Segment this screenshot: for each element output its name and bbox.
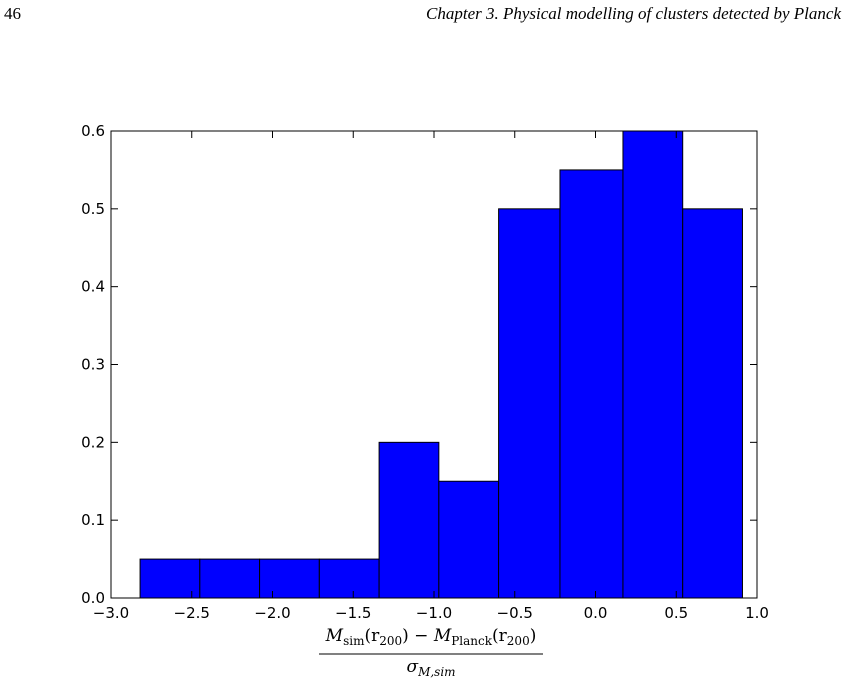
- x-tick-label: 0.0: [584, 604, 608, 622]
- x-tick-label: −1.0: [416, 604, 452, 622]
- histogram-bar: [378, 441, 440, 599]
- xlabel-m1: M: [325, 626, 344, 646]
- xlabel-operator: ) −: [402, 626, 434, 646]
- y-tick-label: 0.2: [81, 433, 105, 451]
- tick-labels-group: −3.0 −2.5 −2.0 −1.5 −1.0 −0.5 0.0 0.5 1.0 0.0 0.1 0…: [81, 122, 769, 622]
- xlabel-m1-arg-sub: 200: [379, 634, 402, 648]
- xlabel-m2-arg-sub: 200: [507, 634, 530, 648]
- y-tick-label: 0.6: [81, 122, 105, 140]
- histogram-bar: [318, 558, 380, 599]
- x-tick-label: −3.0: [93, 604, 129, 622]
- x-tick-label: −0.5: [497, 604, 533, 622]
- x-axis-label-numerator: Msim(r200) − MPlanck(r200): [325, 626, 537, 648]
- xlabel-m2-arg: (r: [492, 626, 508, 646]
- xlabel-sigma-sub: M,sim: [417, 665, 455, 679]
- y-tick-label: 0.1: [81, 511, 105, 529]
- x-axis-label-denominator: σM,sim: [406, 657, 455, 679]
- x-tick-label: −2.5: [174, 604, 210, 622]
- histogram-bar: [139, 558, 201, 599]
- x-tick-label: 1.0: [745, 604, 769, 622]
- y-tick-label: 0.5: [81, 200, 105, 218]
- xlabel-m1-sub: sim: [343, 634, 365, 648]
- x-tick-label: −1.5: [335, 604, 371, 622]
- plot-frame: [110, 130, 758, 599]
- histogram-bar: [199, 558, 261, 599]
- histogram-bar: [559, 169, 624, 599]
- y-tick-label: 0.3: [81, 356, 105, 374]
- histogram-bar: [622, 130, 684, 599]
- bars-group: [139, 130, 743, 599]
- page-number: 46: [4, 4, 21, 23]
- x-tick-label: 0.5: [664, 604, 688, 622]
- y-tick-label: 0.4: [81, 278, 105, 296]
- histogram-bar: [438, 480, 500, 599]
- xlabel-m2-sub: Planck: [451, 634, 493, 648]
- histogram-bar: [682, 208, 743, 599]
- xlabel-m1-arg: (r: [364, 626, 380, 646]
- x-axis-label: Msim(r200) − MPlanck(r200) σM,sim: [319, 626, 543, 679]
- xlabel-m2: M: [433, 626, 452, 646]
- x-tick-label: −2.0: [254, 604, 290, 622]
- xlabel-sigma: σ: [406, 657, 418, 677]
- xlabel-m2-close: ): [530, 626, 537, 646]
- histogram-bar: [259, 558, 320, 599]
- histogram-bar: [498, 208, 561, 599]
- running-head: Chapter 3. Physical modelling of cluster…: [426, 4, 841, 23]
- y-tick-label: 0.0: [81, 589, 105, 607]
